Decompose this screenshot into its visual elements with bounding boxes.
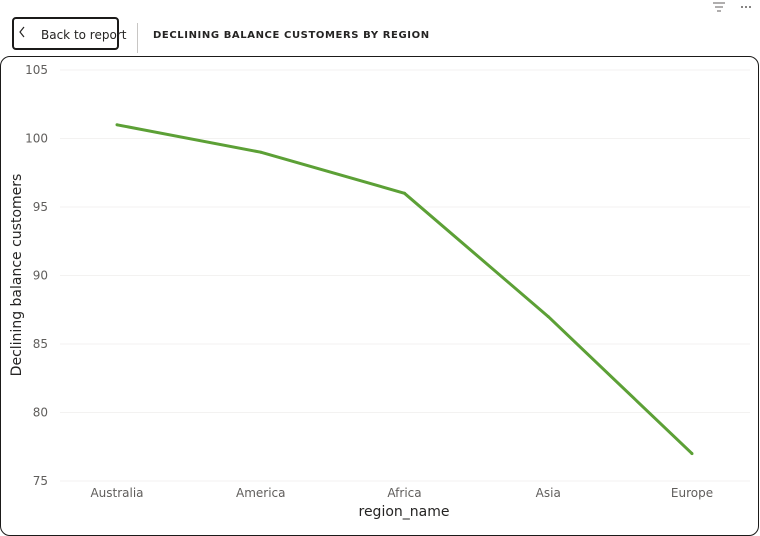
y-tick-label: 95 (33, 200, 48, 214)
x-axis-title: region_name (359, 504, 450, 520)
x-axis-ticks: Australia America Africa Asia Europe (90, 486, 713, 500)
filter-icon[interactable] (713, 2, 725, 15)
back-to-report-button[interactable]: Back to report (12, 17, 126, 50)
series-line[interactable] (116, 123, 694, 455)
gridlines (60, 69, 750, 482)
y-tick-label: 80 (33, 406, 48, 420)
data-point[interactable] (259, 150, 263, 154)
chevron-left-icon (17, 25, 27, 44)
data-point[interactable] (115, 123, 119, 127)
chart-frame (0, 56, 759, 536)
data-point[interactable] (403, 191, 406, 195)
x-tick-label: America (236, 486, 286, 500)
x-tick-label: Africa (387, 486, 421, 500)
y-axis-ticks: 75 80 85 90 95 100 105 (25, 63, 48, 488)
x-tick-label: Australia (90, 486, 143, 500)
y-tick-label: 105 (25, 63, 48, 77)
header-divider (137, 23, 138, 53)
visual-header-icons (700, 0, 760, 18)
more-options-icon[interactable] (740, 2, 752, 15)
x-tick-label: Europe (671, 486, 713, 500)
series-layer (115, 123, 694, 456)
x-tick-label: Asia (536, 486, 561, 500)
y-tick-label: 100 (25, 132, 48, 146)
y-tick-label: 75 (33, 474, 48, 488)
data-point[interactable] (546, 315, 550, 319)
back-button-label: Back to report (41, 28, 127, 42)
page-title: DECLINING BALANCE CUSTOMERS BY REGION (153, 30, 430, 41)
y-tick-label: 85 (33, 337, 48, 351)
y-axis-title: Declining balance customers (9, 174, 25, 377)
data-point[interactable] (690, 452, 694, 456)
y-tick-label: 90 (33, 269, 48, 283)
